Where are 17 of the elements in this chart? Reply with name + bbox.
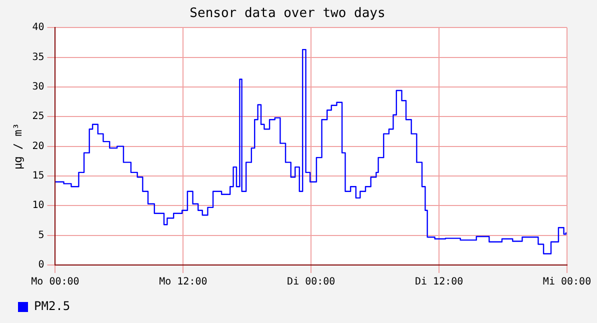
y-tick-label: 40 — [32, 22, 44, 34]
y-tick-label: 0 — [38, 260, 44, 271]
legend-label: PM2.5 — [34, 299, 70, 314]
y-tick-label: 35 — [32, 52, 44, 63]
chart-title: Sensor data over two days — [190, 6, 386, 22]
y-tick-label: 25 — [32, 111, 44, 122]
x-tick-label: Di 00:00 — [287, 276, 336, 288]
x-tick-label: Mo 00:00 — [31, 276, 80, 288]
x-tick-label: Mo 12:00 — [159, 276, 208, 288]
x-tick-label: Di 12:00 — [414, 276, 464, 288]
y-axis-title: µg / m³ — [11, 123, 24, 170]
y-tick-label: 30 — [32, 82, 44, 93]
y-tick-label: 15 — [32, 170, 44, 182]
y-tick-label: 5 — [38, 230, 44, 241]
y-tick-label: 20 — [32, 140, 44, 152]
x-tick-label: Mi 00:00 — [542, 276, 592, 288]
y-tick-label: 10 — [32, 200, 44, 212]
